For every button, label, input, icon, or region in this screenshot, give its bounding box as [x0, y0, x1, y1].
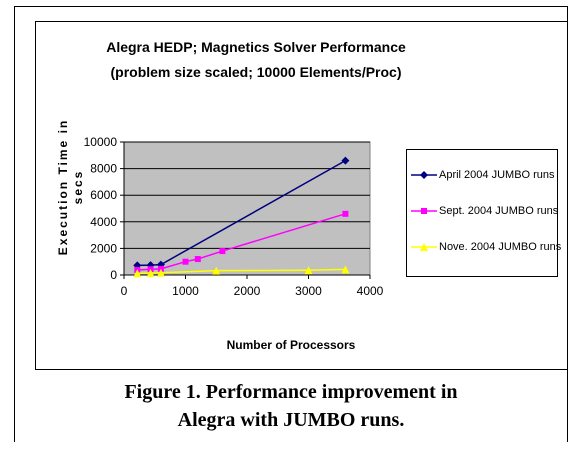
legend-item-sept: Sept. 2004 JUMBO runs — [411, 203, 558, 219]
data-point-square — [182, 258, 189, 265]
series-line-3 — [137, 268, 346, 275]
data-point-diamond — [341, 156, 350, 165]
chart-title-line2: (problem size scaled; 10000 Elements/Pro… — [110, 64, 402, 80]
legend-triangle-marker — [411, 243, 437, 251]
caption-line1: Figure 1. Performance improvement in — [124, 381, 458, 403]
series-line-1 — [137, 159, 346, 267]
figure-caption: Figure 1. Performance improvement in Ale… — [14, 378, 568, 434]
data-point-triangle — [146, 269, 155, 278]
legend-square-marker — [411, 208, 437, 214]
data-point-triangle — [304, 266, 313, 275]
data-point-triangle — [133, 269, 142, 278]
y-tick-label: 6000 — [90, 188, 117, 202]
chart-area: Alegra HEDP; Magnetics Solver Performanc… — [35, 21, 568, 370]
data-point-square — [219, 248, 226, 255]
x-tick-label: 3000 — [295, 284, 322, 298]
legend-label-sept: Sept. 2004 JUMBO runs — [439, 205, 559, 217]
data-point-diamond — [146, 261, 155, 270]
chart-title-line1: Alegra HEDP; Magnetics Solver Performanc… — [106, 39, 406, 55]
y-tick-label: 0 — [110, 268, 117, 282]
data-point-square — [194, 256, 201, 263]
x-tick-label: 1000 — [172, 284, 199, 298]
data-point-square — [342, 210, 349, 217]
x-tick-label: 4000 — [357, 284, 384, 298]
y-tick-label: 10000 — [84, 135, 118, 149]
legend-item-april: April 2004 JUMBO runs — [411, 167, 555, 183]
plot-background — [123, 141, 371, 276]
data-point-triangle — [341, 265, 350, 274]
y-tick-label: 2000 — [90, 241, 117, 255]
legend-item-nove: Nove. 2004 JUMBO runs — [411, 239, 561, 255]
legend-label-nove: Nove. 2004 JUMBO runs — [439, 241, 562, 253]
legend-label-april: April 2004 JUMBO runs — [439, 169, 555, 181]
y-tick-label: 8000 — [90, 162, 117, 176]
data-point-diamond — [133, 261, 142, 270]
data-point-triangle — [212, 266, 221, 275]
caption-line2: Alegra with JUMBO runs. — [177, 409, 405, 431]
data-point-triangle — [156, 268, 165, 277]
plot-svg: 0 2000 4000 6000 8000 10000 0 1000 2000 3000 4000 — [84, 135, 384, 298]
x-tick-label: 2000 — [234, 284, 261, 298]
x-tick-label: 0 — [121, 284, 128, 298]
y-tick-label: 4000 — [90, 215, 117, 229]
x-axis-label: Number of Processors — [226, 338, 356, 352]
legend-diamond-marker — [411, 171, 437, 179]
legend: April 2004 JUMBO runs Sept. 2004 JUMBO r… — [406, 149, 561, 277]
